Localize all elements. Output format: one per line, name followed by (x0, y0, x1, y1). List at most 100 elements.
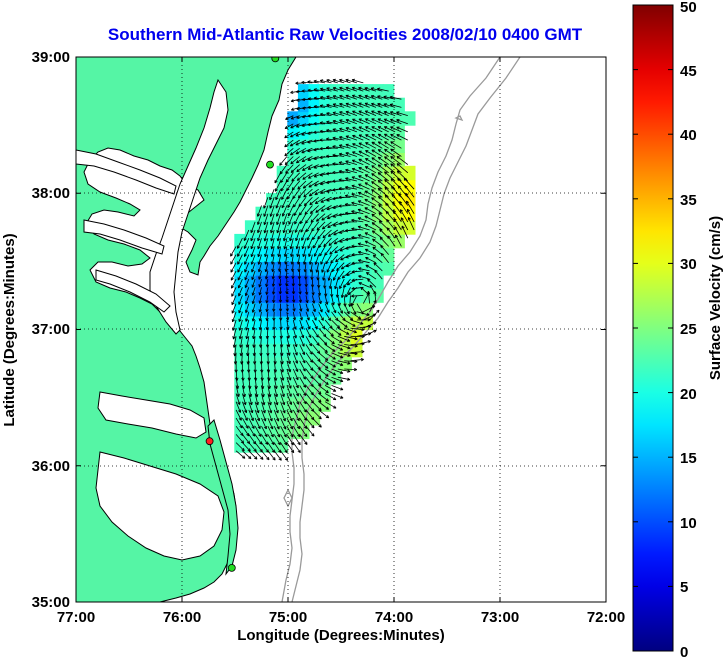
velocity-arrow (318, 295, 322, 305)
velocity-arrow (290, 246, 294, 258)
velocity-arrow (263, 197, 269, 209)
velocity-arrow (279, 328, 283, 339)
velocity-arrow (337, 327, 350, 335)
velocity-arrow (280, 172, 288, 183)
velocity-cell (308, 193, 321, 208)
velocity-arrow (344, 211, 357, 215)
velocity-arrow (272, 319, 276, 330)
velocity-arrow (383, 110, 396, 116)
velocity-arrow (371, 205, 383, 215)
velocity-arrow (384, 163, 396, 174)
velocity-cell (287, 220, 299, 235)
velocity-arrow (337, 360, 351, 365)
velocity-arrow (337, 295, 341, 307)
velocity-cell (255, 438, 268, 453)
velocity-arrow (272, 303, 276, 312)
velocity-cell (308, 206, 321, 222)
velocity-arrow (383, 133, 396, 141)
velocity-arrow (345, 119, 358, 125)
y-tick-label: 38:00 (32, 185, 70, 202)
velocity-cell (319, 383, 331, 399)
velocity-arrow (351, 176, 364, 182)
velocity-arrow (273, 442, 282, 454)
velocity-arrow (324, 335, 335, 345)
velocity-arrow (275, 197, 281, 209)
velocity-arrow (291, 270, 295, 280)
velocity-arrow (302, 254, 307, 265)
velocity-cell (308, 397, 321, 412)
velocity-cell (361, 206, 374, 222)
velocity-arrow (301, 89, 313, 93)
velocity-arrow (333, 270, 339, 281)
velocity-arrow (319, 129, 332, 134)
velocity-arrow (254, 417, 261, 430)
velocity-cell (340, 261, 352, 276)
velocity-arrow (291, 262, 295, 272)
velocity-arrow (350, 350, 365, 354)
velocity-arrow (337, 319, 348, 328)
velocity-arrow (284, 254, 288, 265)
velocity-arrow (331, 376, 344, 383)
velocity-arrow (277, 254, 281, 265)
velocity-arrow (324, 319, 333, 329)
velocity-cell (329, 179, 342, 194)
velocity-cell (297, 383, 310, 399)
velocity-arrow (285, 311, 290, 321)
velocity-arrow (351, 78, 364, 84)
colorbar-tick-label: 10 (680, 515, 697, 532)
velocity-arrow (305, 221, 313, 233)
velocity-arrow (364, 174, 377, 182)
velocity-arrow (320, 254, 326, 265)
velocity-cell (297, 397, 310, 412)
velocity-arrow (307, 156, 319, 162)
velocity-arrow (251, 303, 256, 313)
velocity-arrow (311, 221, 320, 232)
velocity-arrow (273, 385, 279, 398)
velocity-arrow (377, 110, 389, 116)
velocity-arrow (301, 139, 313, 145)
velocity-arrow (396, 155, 409, 165)
velocity-arrow (371, 173, 383, 182)
velocity-arrow (324, 344, 336, 352)
velocity-arrow (364, 198, 377, 206)
velocity-cell (382, 111, 395, 126)
velocity-arrow (307, 238, 313, 249)
velocity-arrow (312, 344, 321, 354)
velocity-arrow (364, 232, 377, 239)
velocity-arrow (313, 164, 326, 169)
velocity-arrow (231, 295, 237, 306)
velocity-cell (297, 206, 310, 222)
velocity-arrow (304, 279, 308, 288)
velocity-arrow (384, 148, 396, 157)
velocity-arrow (345, 152, 358, 157)
velocity-arrow (310, 279, 315, 288)
velocity-arrow (286, 434, 294, 446)
velocity-arrow (345, 94, 358, 100)
velocity-cell (340, 193, 352, 208)
velocity-arrow (265, 303, 269, 313)
velocity-arrow (351, 261, 364, 265)
velocity-cell (393, 233, 405, 249)
velocity-arrow (345, 177, 357, 182)
velocity-arrow (280, 360, 285, 373)
velocity-cell (340, 165, 352, 181)
velocity-arrow (364, 248, 377, 255)
velocity-arrow (267, 450, 276, 461)
velocity-cell (329, 261, 342, 276)
velocity-cell (340, 274, 352, 290)
velocity-arrow (235, 393, 241, 405)
velocity-arrow (231, 278, 237, 289)
velocity-cell (319, 397, 331, 412)
velocity-arrow (302, 246, 307, 258)
velocity-arrow (278, 303, 283, 312)
velocity-cell (319, 220, 331, 235)
velocity-cell (329, 247, 342, 262)
velocity-arrow (311, 287, 315, 296)
velocity-arrow (280, 442, 288, 454)
velocity-arrow (331, 262, 339, 273)
velocity-arrow (299, 401, 307, 413)
velocity-arrow (298, 197, 307, 207)
velocity-arrow (358, 282, 370, 288)
velocity-arrow (314, 180, 326, 187)
velocity-arrow (305, 303, 310, 312)
